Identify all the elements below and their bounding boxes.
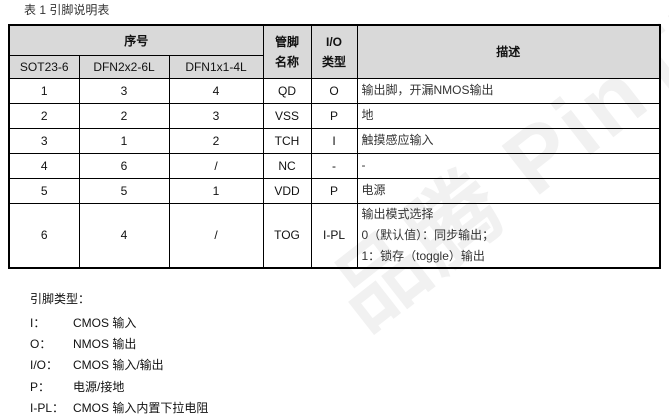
table-row: 6 4/TOG I-PL 输出模式选择 0（默认值）：同步输出； 1：锁存（toggle）… <box>8 202 661 268</box>
dfn2x2-cell: 6 <box>78 152 170 179</box>
header-io-type: I/O类型 <box>310 24 358 79</box>
io-type-cell: O <box>310 77 358 104</box>
header-sot23-6: SOT23-6 <box>8 54 80 79</box>
desc-line: 触摸感应输入 <box>361 133 434 147</box>
legend-item: P： 电源/接地 <box>30 378 124 395</box>
io-type-cell: P <box>310 102 358 129</box>
table-row: 3 1 2 TCH I 触摸感应输入 <box>8 127 661 154</box>
legend-item: I/O： CMOS 输入/输出 <box>30 356 164 373</box>
legend-title: 引脚类型： <box>30 292 91 306</box>
desc-cell: 触摸感应输入 <box>356 127 661 154</box>
dfn2x2-cell: 4 <box>78 202 170 268</box>
sot23-cell: 2 <box>8 102 80 129</box>
dfn1x1-cell: / <box>168 202 264 268</box>
desc-cell: 电源 <box>356 177 661 204</box>
desc-line: 1：锁存（toggle）输出 <box>361 248 485 263</box>
io-type-cell: I <box>310 127 358 154</box>
pin-table: 序号 管脚名称 I/O类型 描述 SOT23-6 DFN2x2-6L DFN1x… <box>8 24 661 269</box>
table-row: 1 3 4 QD O 输出脚，开漏NMOS输出 <box>8 77 661 104</box>
desc-line: - <box>361 158 366 172</box>
legend-value: CMOS 输入内置下拉电阻 <box>73 400 209 415</box>
legend-item: I： CMOS 输入 <box>30 314 136 331</box>
pin-name-cell: NC <box>262 152 312 179</box>
legend-key: P： <box>30 379 51 394</box>
sot23-cell: 3 <box>8 127 80 154</box>
io-type-cell: I-PL <box>310 202 358 268</box>
table-row: 2 2 3 VSS P 地 <box>8 102 661 129</box>
desc-line: 输出脚，开漏NMOS输出 <box>361 83 494 97</box>
desc-line: 输出模式选择 <box>361 206 434 221</box>
legend-key: I： <box>30 316 46 330</box>
dfn1x1-cell: / <box>168 152 264 179</box>
dfn2x2-cell: 3 <box>78 77 170 104</box>
desc-cell: 输出脚，开漏NMOS输出 <box>356 77 661 104</box>
dfn1x1-cell: 1 <box>168 177 264 204</box>
legend-value: NMOS 输出 <box>73 337 137 352</box>
legend-value: CMOS 输入 <box>73 316 137 330</box>
header-pin-name: 管脚名称 <box>262 24 312 79</box>
header-dfn1x1: DFN1x1-4L <box>168 54 264 79</box>
header-dfn2x2: DFN2x2-6L <box>78 54 170 79</box>
legend-key: O： <box>30 337 52 352</box>
legend-value: 电源/接地 <box>73 379 125 394</box>
dfn1x1-cell: 2 <box>168 127 264 154</box>
pin-name-cell: QD <box>262 77 312 104</box>
pin-name-cell: TOG <box>262 202 312 268</box>
table-row: 4 6/NC - - <box>8 152 661 179</box>
pin-name-cell: VDD <box>262 177 312 204</box>
sot23-cell: 6 <box>8 202 80 268</box>
pin-name-cell: VSS <box>262 102 312 129</box>
legend-key: I-PL： <box>30 400 65 415</box>
sot23-cell: 1 <box>8 77 80 104</box>
table-caption: 表 1 引脚说明表 <box>24 3 110 17</box>
dfn1x1-cell: 3 <box>168 102 264 129</box>
dfn2x2-cell: 2 <box>78 102 170 129</box>
legend-item: I-PL： CMOS 输入内置下拉电阻 <box>30 399 208 416</box>
desc-cell: 地 <box>356 102 661 129</box>
desc-line: 0（默认值）：同步输出； <box>361 227 495 242</box>
io-type-cell: - <box>310 152 358 179</box>
io-type-cell: P <box>310 177 358 204</box>
dfn2x2-cell: 1 <box>78 127 170 154</box>
header-seq: 序号 <box>8 24 264 56</box>
desc-cell: - <box>356 152 661 179</box>
sot23-cell: 5 <box>8 177 80 204</box>
header-desc: 描述 <box>356 24 661 79</box>
desc-cell: 输出模式选择 0（默认值）：同步输出； 1：锁存（toggle）输出 <box>356 202 661 268</box>
legend-value: CMOS 输入/输出 <box>73 358 164 373</box>
desc-line: 电源 <box>361 183 386 197</box>
legend-item: O： NMOS 输出 <box>30 335 136 352</box>
dfn1x1-cell: 4 <box>168 77 264 104</box>
pin-name-cell: TCH <box>262 127 312 154</box>
table-row: 5 5 1 VDD P 电源 <box>8 177 661 204</box>
legend-key: I/O： <box>30 358 59 373</box>
dfn2x2-cell: 5 <box>78 177 170 204</box>
desc-line: 地 <box>361 108 374 122</box>
sot23-cell: 4 <box>8 152 80 179</box>
